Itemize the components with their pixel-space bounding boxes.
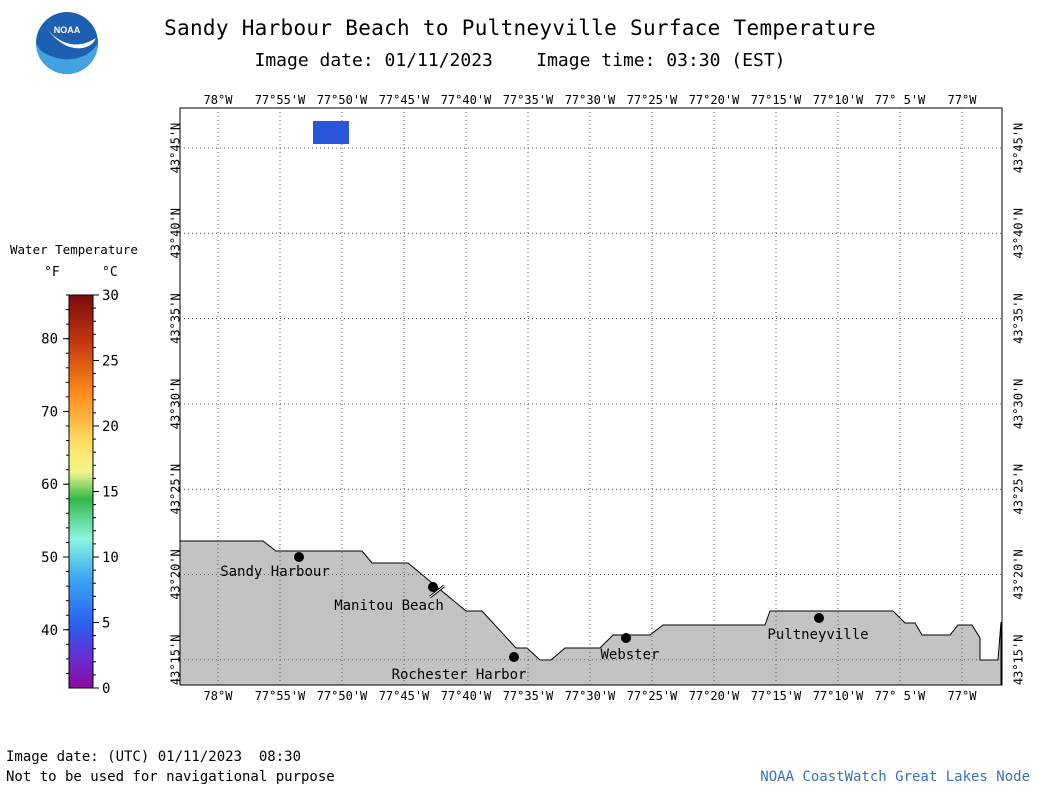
longitude-label: 77°25'W: [627, 93, 678, 107]
longitude-labels-top: 78°W 77°55'W 77°50'W 77°45'W 77°40'W 77°35'W 7…: [204, 93, 978, 107]
legend-title: Water Temperature: [10, 242, 138, 257]
legend-unit-fahrenheit: °F: [44, 265, 60, 280]
place-label: Rochester Harbor: [392, 667, 527, 683]
celsius-tick-label: 5: [102, 616, 110, 632]
latitude-label: 43°15'N: [1012, 635, 1026, 686]
latitude-label: 43°20'N: [1012, 549, 1026, 600]
image-datetime: Image date: 01/11/2023 Image time: 03:30…: [254, 50, 786, 71]
longitude-label: 77°50'W: [317, 93, 368, 107]
longitude-label: 77°55'W: [255, 93, 306, 107]
longitude-label: 77°40'W: [441, 93, 492, 107]
longitude-label: 77° 5'W: [875, 93, 926, 107]
longitude-label: 77°10'W: [813, 93, 864, 107]
water-temperature-cell: [313, 121, 349, 144]
land-area: [179, 540, 1002, 686]
longitude-label: 77°W: [948, 689, 978, 703]
longitude-label: 77°35'W: [503, 93, 554, 107]
longitude-label: 77°20'W: [689, 689, 740, 703]
latitude-label: 43°25'N: [1012, 464, 1026, 515]
longitude-label: 78°W: [204, 93, 234, 107]
latitude-label: 43°45'N: [169, 123, 183, 174]
longitude-label: 77°45'W: [379, 689, 430, 703]
latitude-label: 43°35'N: [169, 293, 183, 344]
latitude-label: 43°20'N: [169, 549, 183, 600]
fahrenheit-tick-label: 60: [41, 477, 58, 493]
latitude-label: 43°30'N: [1012, 379, 1026, 430]
latitude-label: 43°25'N: [169, 464, 183, 515]
place-dot: [621, 633, 631, 643]
disclaimer: Not to be used for navigational purpose: [6, 769, 335, 785]
fahrenheit-tick-label: 80: [41, 332, 58, 348]
celsius-tick-label: 25: [102, 354, 119, 370]
longitude-label: 77° 5'W: [875, 689, 926, 703]
latitude-label: 43°40'N: [1012, 208, 1026, 259]
map-title: Sandy Harbour Beach to Pultneyville Surf…: [164, 16, 876, 40]
celsius-tick-label: 15: [102, 485, 119, 501]
fahrenheit-tick-label: 50: [41, 550, 58, 566]
longitude-label: 77°45'W: [379, 93, 430, 107]
celsius-tick-label: 20: [102, 419, 119, 435]
place-label: Pultneyville: [767, 627, 868, 643]
longitude-label: 77°20'W: [689, 93, 740, 107]
place-label: Manitou Beach: [334, 598, 444, 614]
logo-text: NOAA: [54, 25, 81, 35]
latitude-labels-right: 43°45'N 43°40'N 43°35'N 43°30'N 43°25'N 43°20…: [1012, 123, 1026, 685]
longitude-label: 77°10'W: [813, 689, 864, 703]
longitude-label: 77°35'W: [503, 689, 554, 703]
celsius-tick-label: 30: [102, 288, 119, 304]
place-dot: [509, 652, 519, 662]
longitude-label: 77°50'W: [317, 689, 368, 703]
noaa-logo-icon: NOAA: [36, 12, 98, 74]
latitude-label: 43°35'N: [1012, 293, 1026, 344]
utc-date: Image date: (UTC) 01/11/2023 08:30: [6, 749, 302, 765]
longitude-label: 78°W: [204, 689, 234, 703]
pier-highlight: [429, 585, 445, 598]
latitude-label: 43°45'N: [1012, 123, 1026, 174]
longitude-label: 77°55'W: [255, 689, 306, 703]
fahrenheit-tick-label: 70: [41, 404, 58, 420]
celsius-tick-label: 0: [102, 681, 110, 697]
celsius-tick-label: 10: [102, 550, 119, 566]
longitude-label: 77°30'W: [565, 93, 616, 107]
latitude-label: 43°15'N: [169, 635, 183, 686]
place-label: Webster: [600, 647, 659, 663]
longitude-label: 77°15'W: [751, 689, 802, 703]
place-dot: [428, 582, 438, 592]
temperature-color-bar: [68, 294, 94, 689]
longitude-label: 77°W: [948, 93, 978, 107]
fahrenheit-tick-label: 40: [41, 623, 58, 639]
latitude-labels-left: 43°45'N 43°40'N 43°35'N 43°30'N 43°25'N 43°20…: [169, 123, 183, 685]
longitude-label: 77°25'W: [627, 689, 678, 703]
place-dot: [814, 613, 824, 623]
longitude-label: 77°15'W: [751, 93, 802, 107]
longitude-labels-bottom: 78°W 77°55'W 77°50'W 77°45'W 77°40'W 77°35'W 7…: [204, 689, 978, 703]
place-dot: [294, 552, 304, 562]
longitude-label: 77°40'W: [441, 689, 492, 703]
credit: NOAA CoastWatch Great Lakes Node: [760, 769, 1030, 785]
longitude-label: 77°30'W: [565, 689, 616, 703]
latitude-label: 43°30'N: [169, 379, 183, 430]
place-label: Sandy Harbour: [220, 564, 330, 580]
legend-unit-celsius: °C: [102, 265, 118, 280]
place-markers: Sandy Harbour Manitou Beach Rochester Harb…: [220, 552, 869, 683]
latitude-label: 43°40'N: [169, 208, 183, 259]
graticule: [180, 108, 1001, 685]
